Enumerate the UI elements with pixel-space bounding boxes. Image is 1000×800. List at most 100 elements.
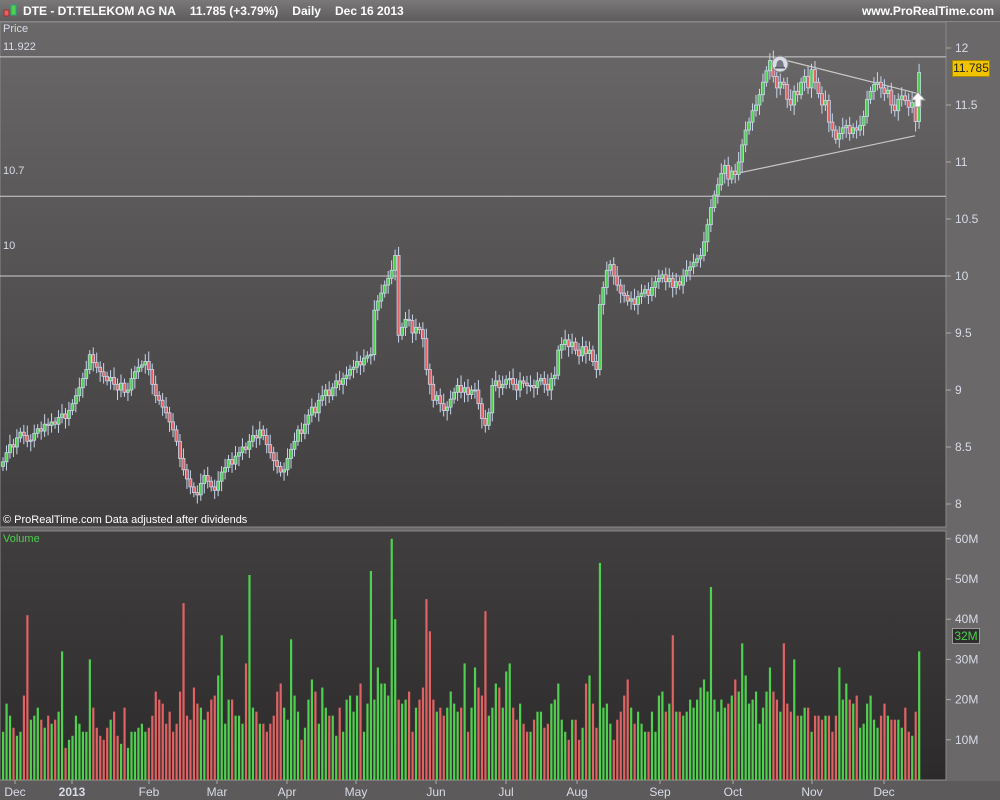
candle (195, 485, 200, 504)
volume-bar (872, 719, 876, 780)
volume-bar (404, 699, 407, 780)
candle (313, 402, 318, 418)
volume-bar (411, 731, 414, 780)
price-tick-label: 11.5 (955, 98, 978, 112)
volume-bar (879, 715, 883, 780)
candle (736, 151, 741, 181)
candle (549, 372, 554, 401)
candle (240, 438, 245, 460)
candle (802, 69, 807, 91)
candle (743, 121, 748, 153)
volume-bar (838, 667, 841, 780)
candle (889, 82, 894, 114)
volume-bar (494, 683, 497, 780)
volume-bar (588, 675, 591, 780)
candle (774, 70, 779, 98)
volume-bar (439, 707, 442, 780)
volume-bar (262, 723, 265, 780)
candle (847, 116, 852, 141)
candle (25, 425, 30, 448)
volume-bar (869, 695, 872, 780)
volume-bar (532, 719, 536, 780)
volume-bar (813, 715, 817, 780)
x-tick-label: Oct (724, 785, 743, 799)
bell-alert-icon[interactable] (771, 55, 789, 73)
volume-bar (380, 683, 383, 780)
volume-bar (883, 703, 886, 780)
candle (28, 434, 33, 452)
candle (518, 372, 522, 398)
candle (115, 378, 120, 401)
volume-bar (654, 731, 657, 780)
price-tick-label: 10.5 (955, 212, 979, 226)
volume-bar (709, 587, 713, 780)
volume-bar (827, 715, 831, 780)
candle (806, 66, 810, 94)
up-arrow-icon[interactable] (909, 91, 927, 108)
candle (865, 90, 869, 124)
volume-bar (505, 671, 508, 780)
candle (691, 253, 696, 275)
candle (851, 123, 856, 139)
volume-bar (300, 739, 303, 780)
volume-bar (57, 711, 60, 780)
candle (833, 125, 838, 144)
volume-bar (272, 715, 275, 780)
candle (396, 246, 401, 343)
volume-panel-title: Volume (3, 533, 40, 545)
candle (403, 312, 408, 336)
volume-bar (727, 703, 730, 780)
candle (757, 88, 762, 116)
candle (268, 434, 273, 459)
candle (507, 371, 512, 389)
volume-bar (456, 711, 459, 780)
candle (726, 156, 731, 187)
candle (566, 333, 571, 357)
candle (788, 89, 793, 111)
candle (625, 290, 630, 306)
candle (708, 198, 713, 232)
volume-bar (741, 643, 744, 780)
price-tick-label: 9 (955, 383, 962, 397)
volume-bar (414, 707, 418, 780)
candle (479, 397, 484, 429)
candle (483, 409, 488, 433)
volume-bar (95, 727, 98, 780)
volume-bar (744, 675, 747, 780)
date-text: Dec 16 2013 (334, 4, 404, 18)
quote-text: 11.785 (+3.79%) (189, 4, 279, 18)
candle (646, 282, 651, 305)
hline-label-11922: 11.922 (3, 41, 36, 53)
candle (799, 77, 803, 100)
candle (42, 414, 47, 437)
candle (344, 366, 349, 386)
trendline-lower[interactable] (725, 135, 916, 177)
volume-bar (373, 699, 376, 780)
volume-bar (779, 711, 782, 780)
site-link[interactable]: www.ProRealTime.com (861, 4, 994, 18)
volume-bar (407, 691, 411, 780)
volume-bar (196, 703, 199, 780)
candle (181, 448, 186, 476)
hline-label-107: 10.7 (3, 165, 25, 177)
volume-bar (460, 707, 463, 780)
volume-bar (151, 715, 154, 780)
volume-bar (359, 683, 362, 780)
candle (899, 87, 904, 107)
volume-bar (834, 715, 837, 780)
candle (493, 370, 498, 392)
candle (414, 318, 418, 341)
volume-bar (349, 695, 352, 780)
volume-bar (671, 635, 674, 780)
candle (688, 260, 692, 281)
candle (879, 76, 883, 98)
candle (254, 429, 259, 448)
volume-bar (491, 707, 494, 780)
candle (237, 446, 241, 467)
candle (528, 375, 533, 392)
volume-bar (189, 719, 192, 780)
candle (330, 383, 335, 401)
volume-bar (737, 691, 740, 780)
candle (854, 120, 859, 139)
trendline-upper[interactable] (772, 56, 919, 95)
